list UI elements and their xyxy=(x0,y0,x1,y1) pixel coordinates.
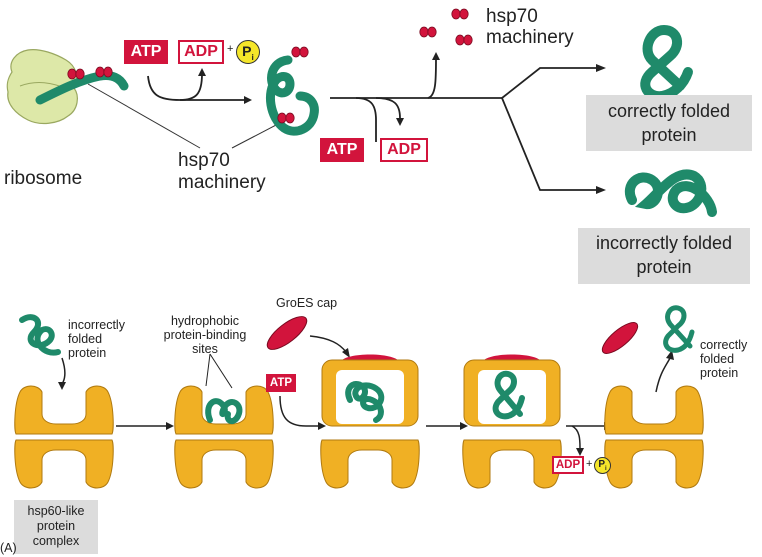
incorrectly-folded-protein-a xyxy=(625,169,717,217)
hsp70-label-line1: hsp70 xyxy=(178,150,230,171)
hsp60-line1: hsp60-like xyxy=(27,504,85,518)
hsp70-label-line2: machinery xyxy=(178,172,266,193)
correctly-folded-protein-a xyxy=(640,24,693,102)
incorrect-line2: protein xyxy=(636,257,692,277)
plus-sign-a: + xyxy=(227,43,234,55)
correct-line2: protein xyxy=(641,125,697,145)
adp-badge-b: ADP xyxy=(552,456,584,474)
adp-badge-a2: ADP xyxy=(380,138,428,162)
incorrect-b-line3: protein xyxy=(68,346,107,360)
phosphate-badge-a: Pi xyxy=(236,40,260,64)
incorrect-protein-box xyxy=(578,228,750,284)
leader-line xyxy=(231,123,279,149)
hsp60-line3: complex xyxy=(32,534,80,548)
leader-line xyxy=(87,83,201,149)
chaperonin-capped-folded xyxy=(462,354,562,489)
hsp70-released xyxy=(419,8,473,46)
hsp60-label-box xyxy=(14,500,98,554)
correct-protein-box xyxy=(586,95,752,151)
correctly-folded-protein-b xyxy=(663,305,695,353)
incorrect-b-line2: folded xyxy=(68,332,103,346)
hydrophobic-line3: sites xyxy=(192,342,218,356)
atp-badge-a1: ATP xyxy=(124,40,168,64)
hydrophobic-line1: hydrophobic xyxy=(170,314,240,328)
groes-cap-released xyxy=(601,322,639,354)
ribosome-label: ribosome xyxy=(4,168,83,189)
incorrectly-folded-protein-b xyxy=(19,314,61,356)
correct-line1: correctly folded xyxy=(607,101,731,121)
plus-sign-b: + xyxy=(586,458,593,470)
groes-cap-free xyxy=(266,316,308,350)
atp-badge-a2: ATP xyxy=(320,138,364,162)
incorrect-line1: incorrectly folded xyxy=(595,233,733,253)
ribosome xyxy=(6,49,78,125)
phosphate-badge-b: Pi xyxy=(594,457,611,474)
correct-b-line2: folded xyxy=(700,352,735,366)
chaperonin-capped-folding xyxy=(320,354,420,489)
protein-hsp70-complex xyxy=(265,46,319,136)
correct-b-line3: protein xyxy=(700,366,739,380)
groes-label: GroES cap xyxy=(276,296,338,310)
atp-badge-b: ATP xyxy=(266,374,296,392)
hsp70-top-line1: hsp70 xyxy=(486,6,538,27)
hsp60-line2: protein xyxy=(36,519,76,533)
hydrophobic-line2: protein-binding xyxy=(163,328,247,342)
hsp70-top-line2: machinery xyxy=(486,27,574,48)
chaperonin-protein-bound xyxy=(174,385,274,489)
adp-badge-a1: ADP xyxy=(178,40,224,64)
chaperonin-empty xyxy=(14,385,114,489)
chaperonin-released xyxy=(604,385,704,489)
panel-tag: (A) xyxy=(0,541,17,555)
incorrect-b-line1: incorrectly xyxy=(68,318,125,332)
reaction-arrow-1 xyxy=(147,75,244,101)
correct-b-line1: correctly xyxy=(700,338,748,352)
